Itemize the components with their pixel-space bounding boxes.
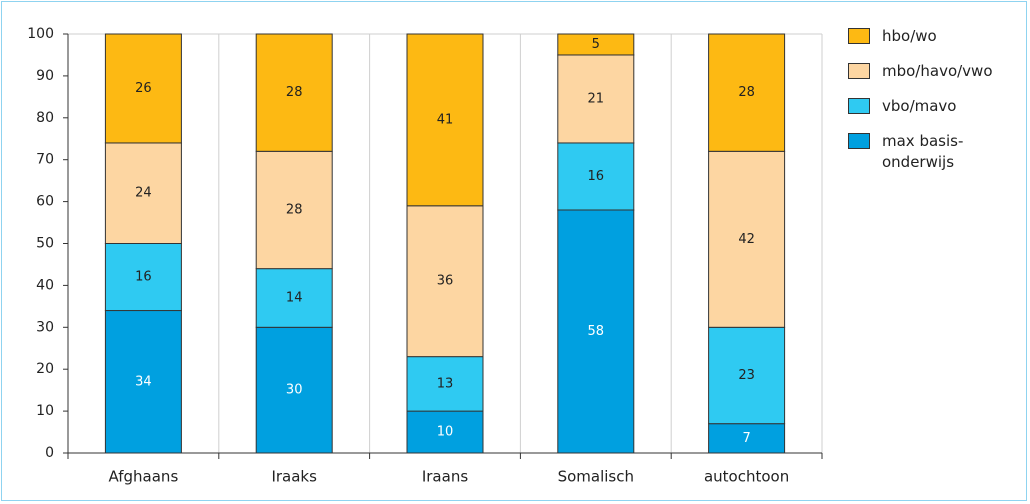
x-tick-label: Afghaans [109, 468, 179, 486]
legend-item: hbo/wo [848, 27, 1018, 47]
legend-item: max basis-onderwijs [848, 132, 1018, 173]
data-label: 23 [738, 368, 755, 383]
bar-segment [708, 150, 786, 328]
x-tick-label: Iraaks [271, 468, 317, 486]
data-label: 28 [738, 85, 755, 100]
y-tick-label: 40 [36, 277, 54, 293]
x-tick-label: Somalisch [558, 468, 634, 486]
legend-swatch [848, 28, 870, 44]
legend-swatch [848, 98, 870, 114]
data-label: 16 [135, 270, 152, 285]
data-label: 30 [286, 383, 303, 398]
data-label: 21 [588, 91, 605, 106]
bar-segment [406, 33, 484, 207]
data-label: 10 [437, 425, 454, 440]
data-label: 34 [135, 374, 152, 389]
data-label: 24 [135, 186, 152, 201]
data-label: 36 [437, 274, 454, 289]
bar-segment [708, 326, 786, 425]
bar-segment [557, 142, 635, 211]
data-label: 26 [135, 81, 152, 96]
legend-swatch [848, 133, 870, 149]
data-label: 13 [437, 376, 454, 391]
y-tick-label: 90 [36, 68, 54, 84]
data-label: 41 [437, 112, 454, 127]
bar-segment [708, 33, 786, 152]
data-label: 5 [592, 37, 600, 52]
legend-label: mbo/havo/vwo [882, 62, 993, 80]
bar-segment [104, 142, 182, 244]
data-label: 28 [286, 202, 303, 217]
legend-swatch [848, 63, 870, 79]
bar-segment [557, 33, 635, 56]
legend-label: hbo/wo [882, 27, 937, 45]
x-tick-label: autochtoon [704, 468, 789, 486]
data-label: 7 [742, 431, 750, 446]
data-label: 28 [286, 85, 303, 100]
legend-label: max basis-onderwijs [882, 132, 964, 171]
bar-segment [104, 33, 182, 144]
bar-segment [255, 33, 333, 152]
y-tick-label: 80 [36, 110, 54, 126]
y-tick-label: 60 [36, 194, 54, 210]
y-tick-label: 50 [36, 236, 54, 252]
bar-segment [557, 209, 635, 454]
data-label: 58 [588, 324, 605, 339]
legend-item: vbo/mavo [848, 97, 1018, 117]
y-tick-label: 20 [36, 361, 54, 377]
bar-segment [104, 243, 182, 312]
y-tick-label: 70 [36, 152, 54, 168]
y-tick-label: 30 [36, 319, 54, 335]
y-tick-label: 10 [36, 403, 54, 419]
bar-segment [255, 268, 333, 328]
data-label: 42 [738, 232, 755, 247]
legend: hbo/wo mbo/havo/vwo vbo/mavo max basis-onde… [848, 27, 1018, 189]
bar-segment [104, 310, 182, 454]
data-label: 14 [286, 290, 303, 305]
legend-label: vbo/mavo [882, 97, 957, 115]
bar-segment [406, 205, 484, 358]
data-label: 16 [588, 169, 605, 184]
y-tick-label: 0 [45, 445, 54, 461]
bar-segment [406, 410, 484, 454]
legend-item: mbo/havo/vwo [848, 62, 1018, 82]
bar-segment [406, 356, 484, 412]
y-tick-label: 100 [27, 26, 54, 42]
bar-segment [708, 423, 786, 454]
x-tick-label: Iraans [422, 468, 468, 486]
bar-segment [255, 150, 333, 270]
